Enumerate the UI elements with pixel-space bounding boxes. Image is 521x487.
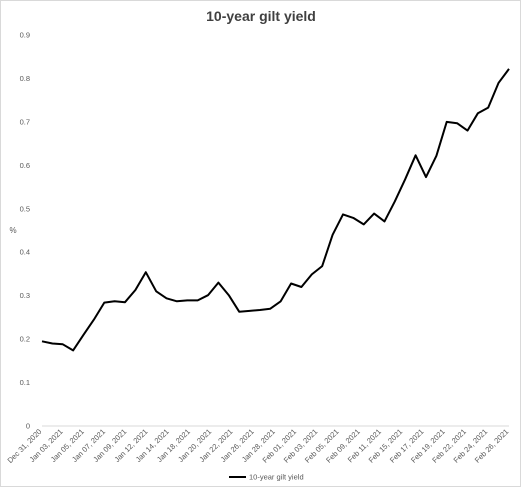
series-group — [41, 68, 510, 352]
y-axis-label: % — [9, 226, 16, 235]
chart-title: 10-year gilt yield — [206, 8, 316, 24]
y-axis-ticks: 0 0.1 0.2 0.3 0.4 0.5 0.6 0.7 0.8 0.9 — [20, 31, 30, 431]
y-tick-label: 0.6 — [20, 161, 30, 170]
y-tick-label: 0.9 — [20, 31, 30, 40]
y-tick-label: 0.4 — [20, 248, 30, 257]
legend: 10-year gilt yield — [229, 473, 304, 482]
y-tick-label: 0.3 — [20, 291, 30, 300]
y-tick-label: 0.2 — [20, 335, 30, 344]
y-tick-label: 0.1 — [20, 378, 30, 387]
series-line-gilt-yield — [41, 68, 510, 352]
y-tick-label: 0 — [26, 422, 30, 431]
y-tick-label: 0.5 — [20, 204, 30, 213]
y-tick-label: 0.8 — [20, 74, 30, 83]
y-tick-label: 0.7 — [20, 117, 30, 126]
legend-label: 10-year gilt yield — [249, 473, 304, 482]
